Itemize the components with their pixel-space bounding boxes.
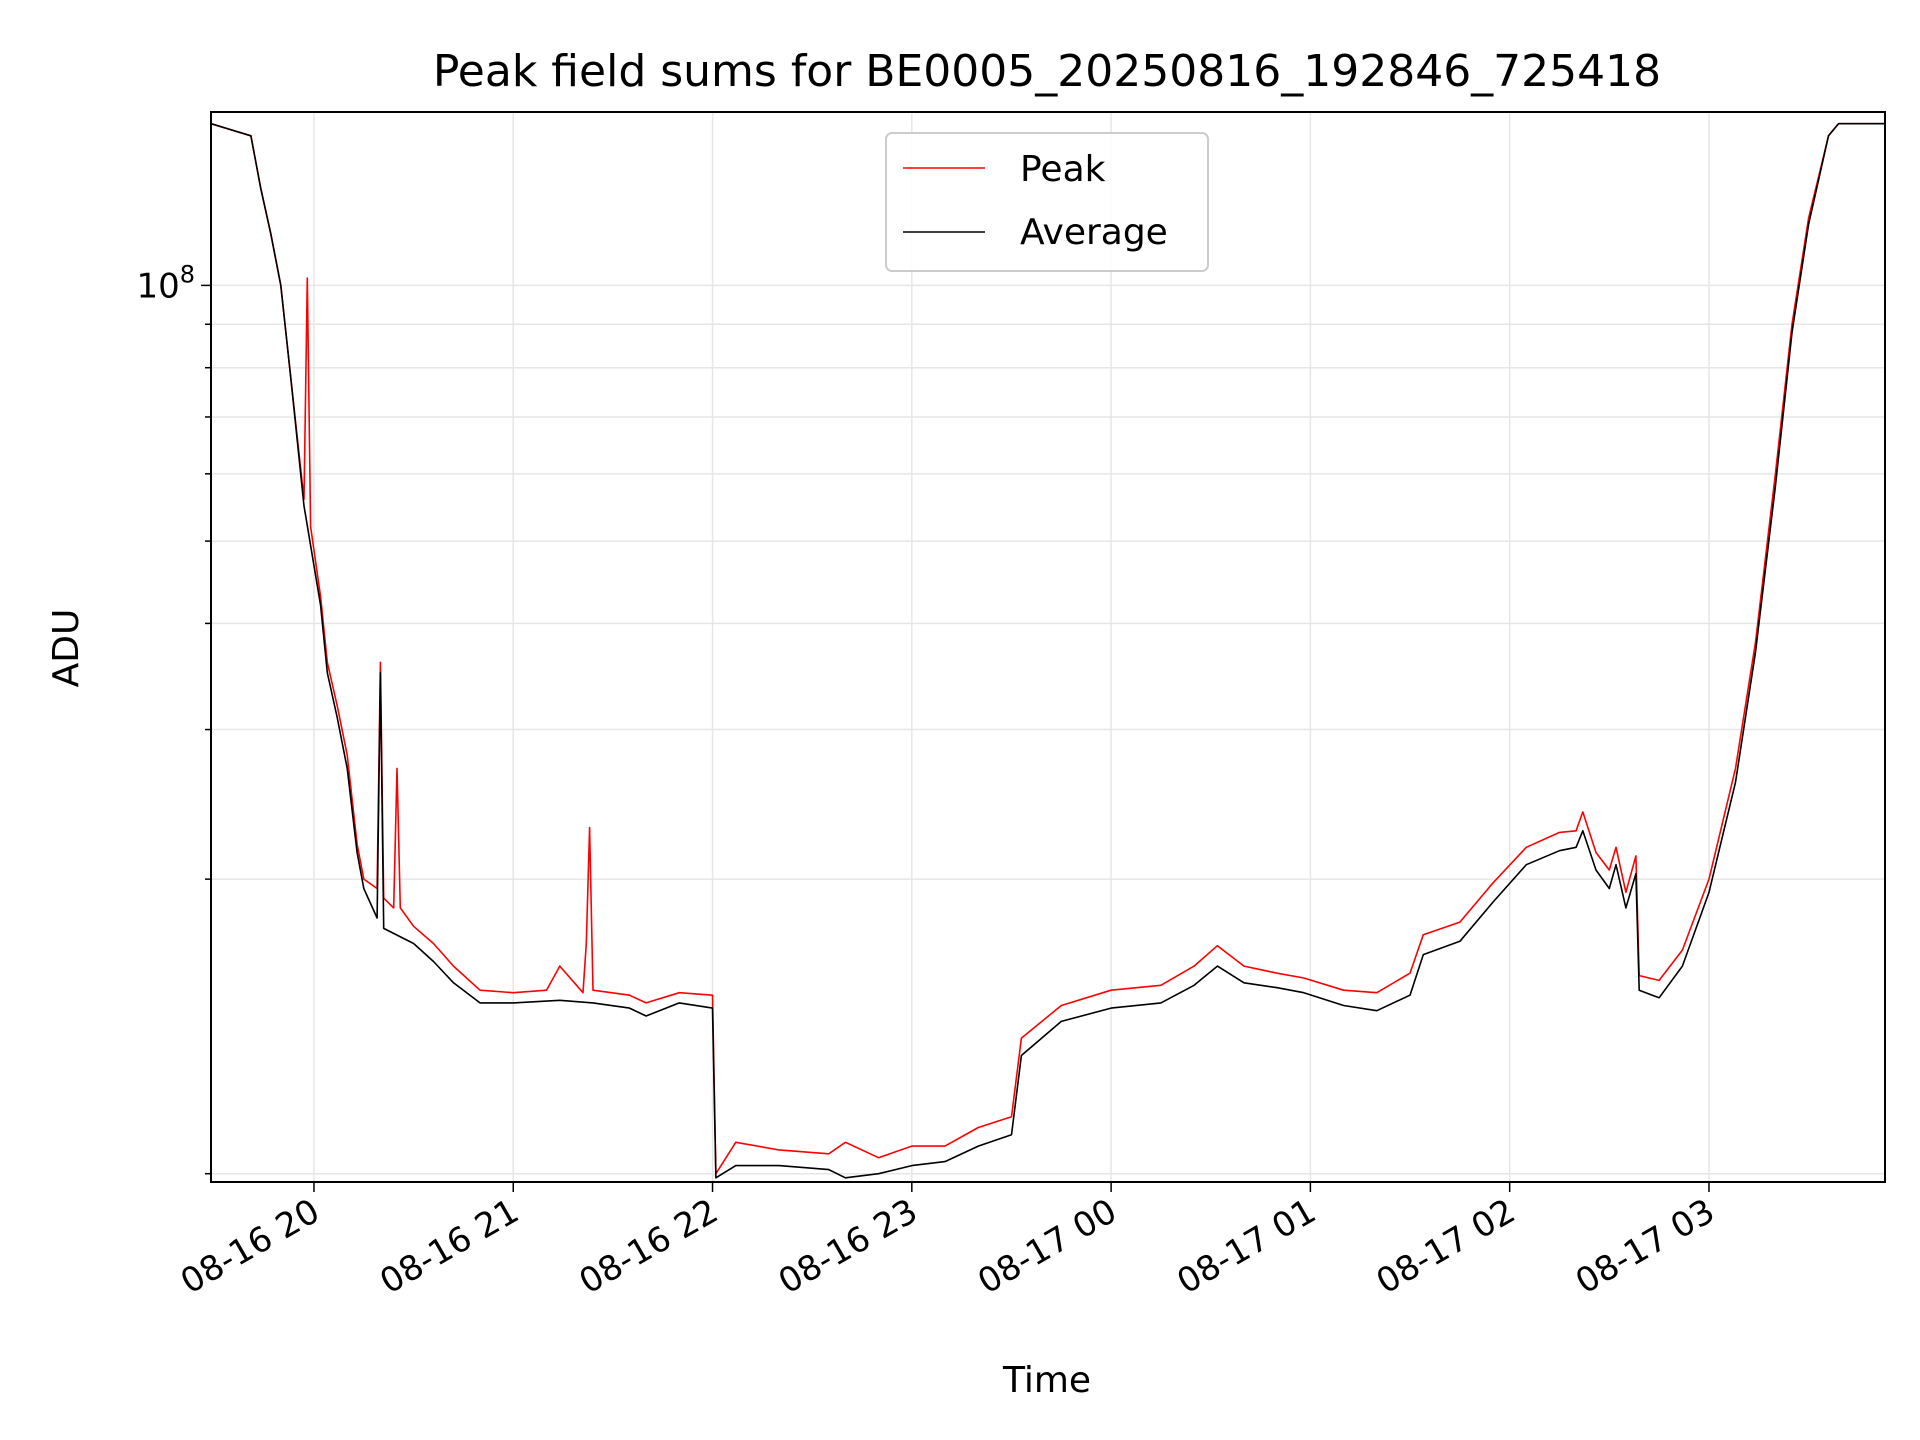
plot-frame <box>210 111 1886 1183</box>
series-line-average <box>211 122 1885 1179</box>
legend-label-average: Average <box>1020 212 1168 253</box>
y-axis-label: ADU <box>46 609 87 688</box>
chart-title: Peak field sums for BE0005_20250816_1928… <box>433 46 1661 97</box>
y-tick-label: 108 <box>136 260 195 306</box>
grid <box>211 112 1885 1182</box>
x-axis-label: Time <box>1002 1360 1091 1401</box>
plot-area <box>211 122 1885 1179</box>
y-axis: 108 <box>136 260 211 1175</box>
legend-label-peak: Peak <box>1020 149 1106 190</box>
legend: Peak Average <box>885 132 1209 272</box>
series-line-peak <box>211 122 1885 1175</box>
